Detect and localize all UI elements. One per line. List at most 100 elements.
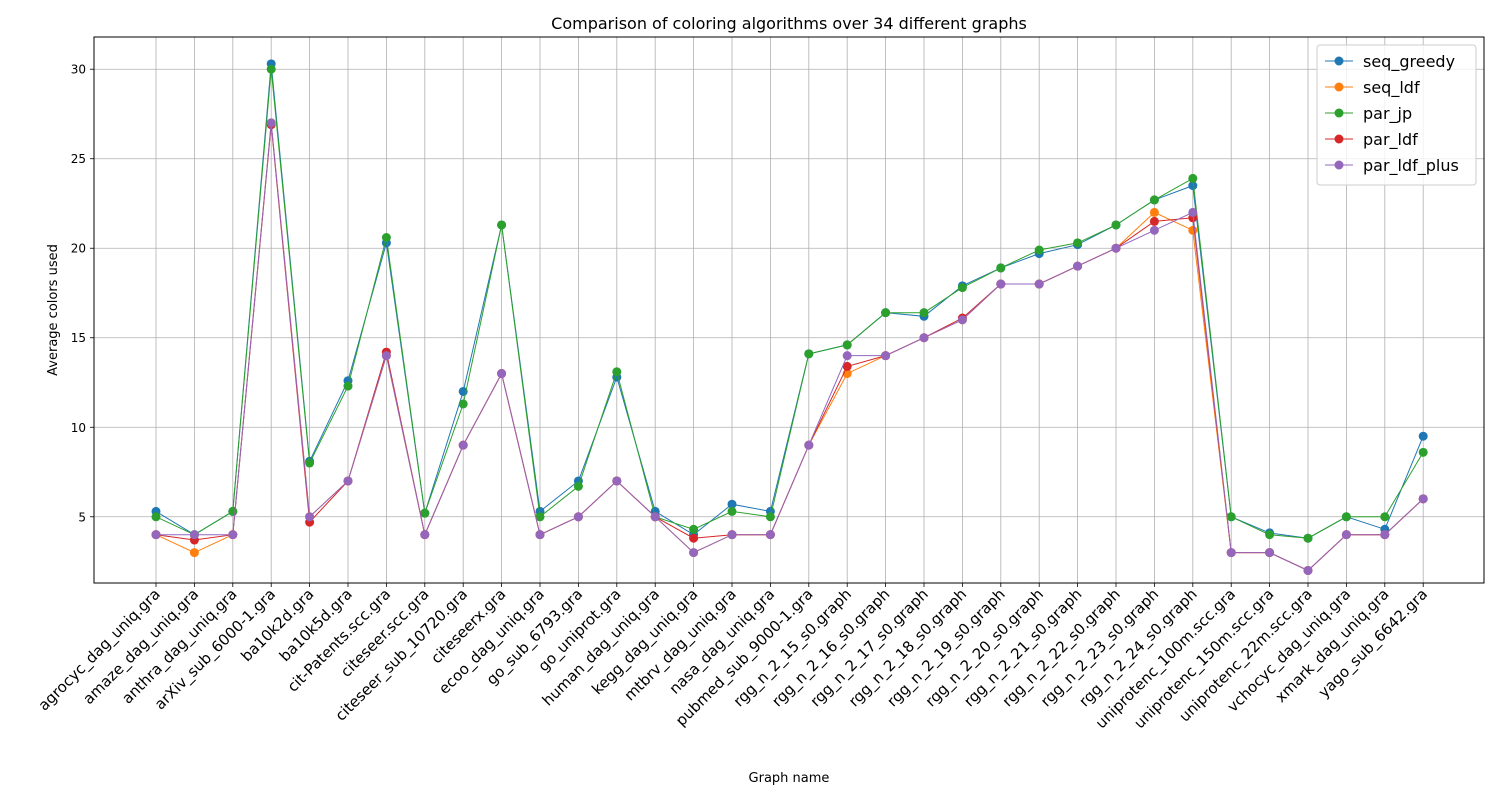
data-point-seq_greedy [1418,431,1428,441]
data-point-par_jp [151,512,161,522]
data-point-par_ldf_plus [727,530,737,540]
y-tick-label: 30 [71,63,86,77]
data-point-seq_ldf [189,548,199,558]
legend-label-seq_ldf: seq_ldf [1363,78,1420,98]
data-point-par_ldf_plus [1380,530,1390,540]
data-point-par_ldf_plus [1303,565,1313,575]
data-point-par_ldf_plus [689,548,699,558]
data-point-par_ldf [689,533,699,543]
data-point-par_jp [765,512,775,522]
data-point-par_jp [497,220,507,230]
y-axis-label: Average colors used [46,244,61,376]
data-point-par_jp [689,524,699,534]
data-point-par_jp [957,283,967,293]
plot-frame [93,36,1485,584]
legend-box [1316,44,1477,186]
data-point-par_jp [343,381,353,391]
data-point-par_ldf_plus [1341,530,1351,540]
legend-label-par_ldf_plus: par_ldf_plus [1363,156,1459,176]
data-point-par_ldf_plus [1226,548,1236,558]
legend-marker-par_ldf_plus [1334,160,1344,170]
data-point-par_ldf_plus [458,440,468,450]
data-point-par_jp [1111,220,1121,230]
data-point-par_jp [612,367,622,377]
legend-label-par_jp: par_jp [1363,104,1412,124]
data-point-par_jp [1226,512,1236,522]
legend-marker-par_jp [1334,108,1344,118]
data-point-seq_ldf [1149,207,1159,217]
y-tick-label: 10 [71,421,86,435]
data-point-seq_ldf [1188,225,1198,235]
data-point-par_jp [1303,533,1313,543]
data-point-par_ldf_plus [343,476,353,486]
data-point-par_ldf_plus [1073,261,1083,271]
data-point-par_jp [996,263,1006,273]
legend-label-seq_greedy: seq_greedy [1363,52,1455,72]
data-point-seq_greedy [727,499,737,509]
data-point-par_ldf_plus [765,530,775,540]
data-point-par_ldf_plus [612,476,622,486]
data-point-par_jp [1418,447,1428,457]
data-point-par_jp [1188,173,1198,183]
data-point-par_ldf [1149,216,1159,226]
data-point-par_ldf_plus [573,512,583,522]
data-point-par_jp [381,232,391,242]
data-point-par_jp [1073,238,1083,248]
data-point-par_ldf_plus [266,118,276,128]
x-axis-label: Graph name [749,771,830,786]
data-point-par_ldf_plus [1149,225,1159,235]
data-point-par_jp [1149,195,1159,205]
data-point-par_ldf_plus [189,530,199,540]
series-line-par_jp [155,69,1424,539]
data-point-par_ldf_plus [1188,207,1198,217]
data-point-par_ldf_plus [842,351,852,361]
data-point-par_ldf_plus [1418,494,1428,504]
series-line-par_ldf_plus [156,122,1424,572]
legend-marker-seq_ldf [1334,82,1344,92]
legend-marker-par_ldf [1334,134,1344,144]
data-point-par_jp [1034,245,1044,255]
data-point-par_ldf_plus [151,530,161,540]
data-point-par_jp [573,481,583,491]
data-point-par_ldf_plus [497,369,507,379]
data-point-par_jp [919,308,929,318]
data-point-par_jp [1341,512,1351,522]
data-point-par_jp [535,512,545,522]
data-point-par_jp [1380,512,1390,522]
data-point-par_ldf_plus [535,530,545,540]
data-point-par_ldf_plus [1034,279,1044,289]
data-point-par_ldf_plus [228,530,238,540]
data-point-par_ldf_plus [381,351,391,361]
data-point-par_jp [458,399,468,409]
data-point-par_ldf_plus [804,440,814,450]
data-point-par_ldf_plus [650,512,660,522]
y-tick-label: 15 [71,331,86,345]
data-point-par_jp [1265,530,1275,540]
y-tick-label: 25 [71,152,86,166]
legend: seq_greedy seq_ldf par_jp par_ldf par_ldf_pl… [1316,44,1477,186]
y-tick-label: 5 [78,510,86,524]
data-point-par_jp [228,506,238,516]
data-point-par_ldf_plus [305,512,315,522]
data-point-par_jp [842,340,852,350]
data-point-par_ldf_plus [1111,243,1121,253]
data-point-par_ldf_plus [996,279,1006,289]
data-point-par_ldf_plus [957,315,967,325]
legend-marker-seq_greedy [1334,56,1344,66]
data-point-par_jp [881,308,891,318]
data-point-par_jp [420,508,430,518]
data-point-par_jp [727,506,737,516]
legend-label-par_ldf: par_ldf [1363,130,1418,150]
data-point-par_jp [305,458,315,468]
data-point-par_jp [804,349,814,359]
data-point-par_ldf_plus [881,351,891,361]
data-point-par_ldf_plus [1265,548,1275,558]
data-point-par_ldf_plus [420,530,430,540]
data-point-seq_greedy [1188,181,1198,191]
data-point-par_ldf_plus [919,333,929,343]
chart-title: Comparison of coloring algorithms over 3… [551,14,1027,33]
data-point-par_ldf [842,361,852,371]
series-par_ldf_plus [151,118,1428,575]
